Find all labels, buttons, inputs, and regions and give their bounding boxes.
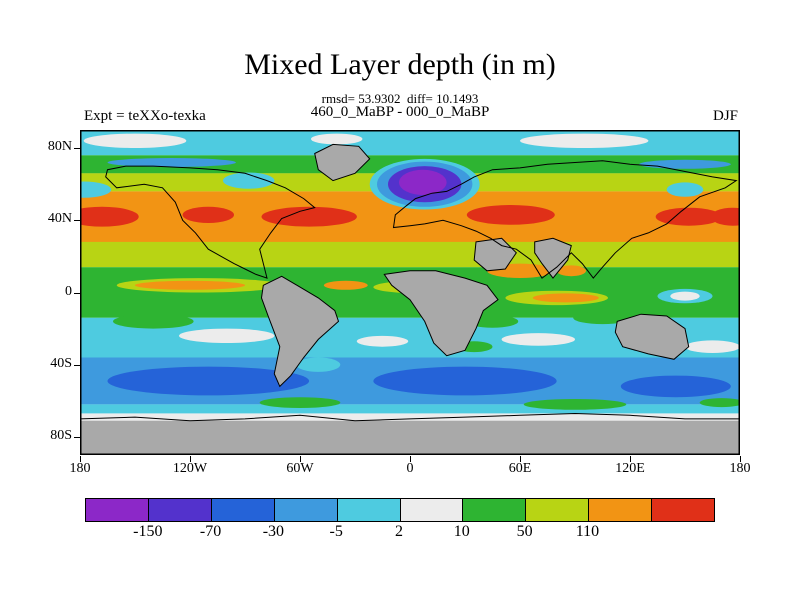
y-tick-mark xyxy=(74,436,80,438)
x-tick-mark xyxy=(80,456,81,462)
map-anomaly-region xyxy=(373,366,557,396)
y-tick-mark xyxy=(74,220,80,222)
map-anomaly-region xyxy=(670,291,700,301)
stats-line: rmsd= 53.9302 diff= 10.1493 xyxy=(321,91,479,106)
experiment-label: Expt = teXXo-texka xyxy=(84,108,206,124)
map-anomaly-region xyxy=(311,133,363,145)
x-tick-label: 120E xyxy=(615,461,645,476)
x-tick-mark xyxy=(410,456,411,462)
map-latitude-band xyxy=(80,420,740,455)
map-anomaly-region xyxy=(620,375,731,398)
comparison-label: 460_0_MaBP - 000_0_MaBP xyxy=(310,104,490,120)
map-anomaly-region xyxy=(639,159,731,169)
x-tick-mark xyxy=(190,456,191,462)
map-anomaly-region xyxy=(259,397,341,408)
y-tick-mark xyxy=(74,292,80,294)
coastline-north-america xyxy=(105,165,316,279)
map-latitude-band xyxy=(80,241,740,268)
coastline-eurasia xyxy=(392,160,738,279)
land-mask-greenland xyxy=(314,143,371,182)
x-tick-label: 120W xyxy=(172,461,208,476)
y-tick-label: 80S xyxy=(50,427,72,443)
colorbar-segment xyxy=(400,499,464,521)
map-anomaly-region xyxy=(296,357,341,372)
colorbar-segment xyxy=(86,499,149,521)
x-tick-mark xyxy=(520,456,521,462)
colorbar-segment xyxy=(211,499,275,521)
map-anomaly-region xyxy=(107,158,236,167)
map-anomaly-region xyxy=(107,366,310,396)
map-latitude-band xyxy=(80,413,740,421)
map-canvas xyxy=(80,130,740,455)
map-anomaly-region xyxy=(523,399,627,410)
colorbar-edge-label: 10 xyxy=(453,523,470,540)
map-anomaly-region xyxy=(666,182,704,197)
colorbar-edge-label: 110 xyxy=(575,523,600,540)
colorbar-labels: -150 -70 -30 -5 2 10 50 110 xyxy=(85,523,713,545)
colorbar-segment xyxy=(337,499,401,521)
colorbar xyxy=(85,498,715,522)
page-title: Mixed Layer depth (in m) xyxy=(244,48,556,81)
map-anomaly-region xyxy=(710,207,740,226)
map-anomaly-region xyxy=(699,398,740,408)
y-tick-label: 80N xyxy=(47,139,72,155)
map-anomaly-region xyxy=(135,280,245,290)
map-anomaly-region xyxy=(323,280,368,290)
map-anomaly-region xyxy=(399,169,447,195)
x-tick-label: 60W xyxy=(286,461,314,476)
map-anomaly-region xyxy=(83,133,187,148)
land-mask-australia xyxy=(614,313,690,360)
colorbar-edge-label: 2 xyxy=(395,523,403,540)
colorbar-segment xyxy=(274,499,338,521)
y-tick-label: 40S xyxy=(50,355,72,371)
map-anomaly-region xyxy=(179,328,275,343)
map-anomaly-region xyxy=(501,333,575,346)
map-anomaly-region xyxy=(466,205,555,225)
y-tick-mark xyxy=(74,364,80,366)
map-plot xyxy=(80,130,740,455)
map-anomaly-region xyxy=(261,206,357,227)
y-tick-mark xyxy=(74,148,80,150)
map-anomaly-region xyxy=(356,335,409,347)
map-anomaly-region xyxy=(182,206,234,223)
land-mask-africa xyxy=(383,270,499,357)
colorbar-segment xyxy=(148,499,212,521)
x-tick-mark xyxy=(740,456,741,462)
map-anomaly-region xyxy=(223,172,275,189)
colorbar-edge-label: -70 xyxy=(199,523,222,540)
x-tick-mark xyxy=(630,456,631,462)
colorbar-edge-label: -30 xyxy=(262,523,285,540)
land-mask-india xyxy=(534,237,572,279)
colorbar-segment xyxy=(526,499,590,521)
map-frame xyxy=(80,130,740,455)
map-anomaly-region xyxy=(80,206,139,227)
x-tick-label: 180 xyxy=(69,461,91,476)
land-mask-south-america xyxy=(260,275,340,388)
colorbar-edge-label: 50 xyxy=(516,523,533,540)
map-anomaly-region xyxy=(655,207,722,226)
map-latitude-band xyxy=(80,404,740,414)
colorbar-edge-label: -5 xyxy=(329,523,343,540)
x-tick-mark xyxy=(300,456,301,462)
y-tick-label: 40N xyxy=(47,211,72,227)
colorbar-segment xyxy=(463,499,527,521)
map-anomaly-region xyxy=(80,181,112,198)
x-tick-label: 180 xyxy=(729,461,751,476)
map-anomaly-region xyxy=(532,293,599,303)
map-anomaly-region xyxy=(113,314,194,329)
colorbar-segment xyxy=(589,499,653,521)
map-anomaly-region xyxy=(556,265,586,277)
map-anomaly-region xyxy=(685,340,740,353)
map-anomaly-region xyxy=(520,133,649,148)
y-tick-label: 0 xyxy=(65,283,72,299)
season-label: DJF xyxy=(712,108,738,124)
coastline-antarctica xyxy=(80,412,740,422)
colorbar-segment xyxy=(652,499,715,521)
x-tick-label: 60E xyxy=(508,461,532,476)
x-tick-label: 0 xyxy=(406,461,414,476)
colorbar-edge-label: -150 xyxy=(133,523,163,540)
